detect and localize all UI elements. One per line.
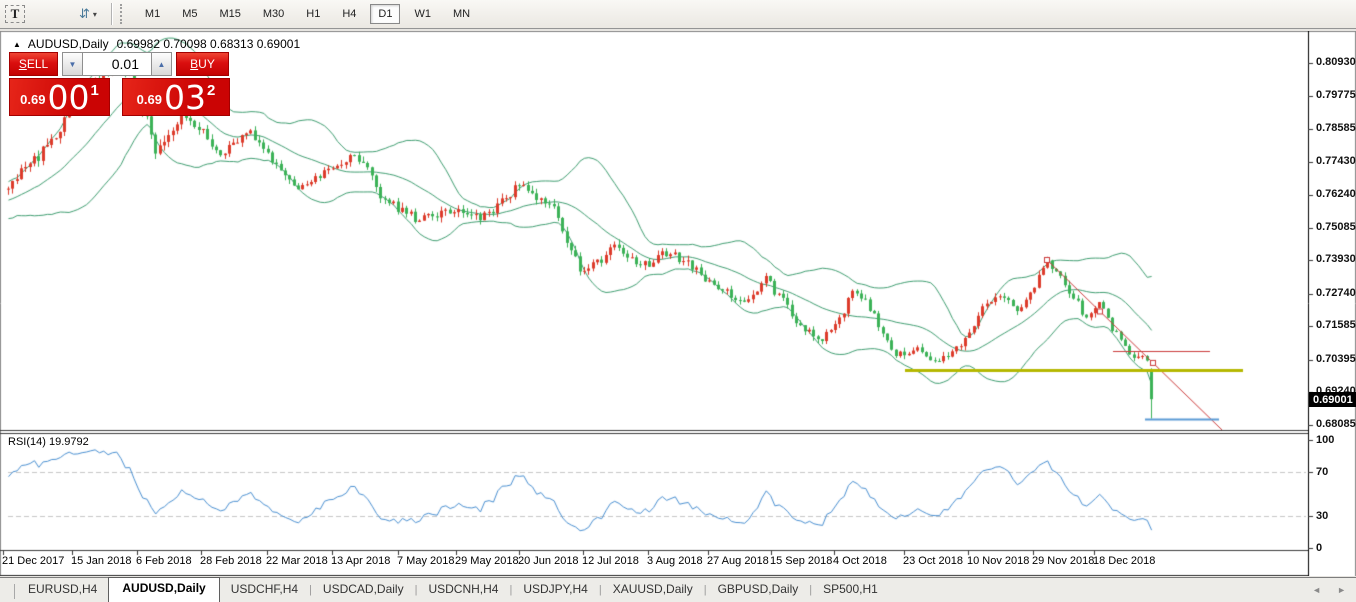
sell-price-big: 00 [47,78,90,117]
volume-down-button[interactable]: ▼ [62,52,83,76]
chart-style-button[interactable]: ⇵ ▾ [75,4,101,24]
sell-price-prefix: 0.69 [20,92,46,107]
timeframe-button-MN[interactable]: MN [452,8,471,20]
date-axis-label: 7 May 2018 [397,555,455,567]
date-axis-label: 4 Oct 2018 [833,555,887,567]
chart-tab-SP500-H1[interactable]: SP500,H1 [823,582,878,596]
chart-tab-GBPUSD-Daily[interactable]: GBPUSD,Daily [717,582,799,596]
tab-scroll-buttons: ◄ ► [1312,585,1346,602]
text-tool-button[interactable]: T [5,5,25,23]
style-arrows-icon: ⇵ [79,6,90,21]
date-axis-label: 23 Oct 2018 [903,555,963,567]
timeframe-button-D1[interactable]: D1 [370,4,401,24]
date-axis-label: 20 Jun 2018 [518,555,579,567]
date-axis-label: 13 Apr 2018 [331,555,391,567]
timeframe-button-H4[interactable]: H4 [342,8,357,20]
price-axis-label: 0.68085 [1316,418,1356,430]
chart-tab-USDJPY-H4[interactable]: USDJPY,H4 [523,582,588,596]
price-chart-canvas[interactable] [0,31,1356,576]
timeframe-group: M1 M5 M15 M30 H1 H4 D1 W1 MN [134,4,481,24]
rsi-axis-label: 0 [1316,542,1323,554]
chart-tab-USDCHF-H4[interactable]: USDCHF,H4 [230,582,299,596]
tab-separator: | [703,584,707,596]
tab-separator: | [809,584,813,596]
price-axis-label: 0.80930 [1316,56,1356,68]
price-axis-label: 0.79775 [1316,88,1356,101]
toolbar-grip[interactable] [119,4,124,24]
collapse-panel-icon[interactable]: ▲ [13,40,21,49]
date-axis-label: 18 Dec 2018 [1093,555,1156,567]
tab-scroll-right-icon[interactable]: ► [1337,585,1346,595]
date-axis-label: 12 Jul 2018 [582,555,639,567]
date-axis-label: 27 Aug 2018 [707,555,769,567]
chevron-down-icon: ▾ [92,9,97,19]
date-axis-label: 29 May 2018 [455,555,519,567]
date-axis-label: 29 Nov 2018 [1032,555,1095,567]
timeframe-button-M30[interactable]: M30 [262,8,285,20]
rsi-indicator-label: RSI(14) 19.9792 [8,436,89,448]
chart-ohlc-values: 0.69982 0.70098 0.68313 0.69001 [116,37,301,51]
chart-tab-EURUSD-H4[interactable]: EURUSD,H4 [28,582,98,596]
price-axis-label: 0.70395 [1316,352,1356,365]
buy-price-pipette: 2 [206,82,216,99]
tab-separator: | [414,584,418,596]
rsi-axis-label: 30 [1316,509,1329,522]
chart-tab-USDCNH-H4[interactable]: USDCNH,H4 [428,582,499,596]
rsi-axis-label: 100 [1316,434,1335,446]
chart-tabs: EURUSD,H4 AUDUSD,Daily USDCHF,H4 | USDCAD,Da… [17,577,889,602]
buy-price-tile[interactable]: 0.69 03 2 [122,78,230,116]
price-axis-label: 0.71585 [1316,319,1356,332]
chart-title: ▲ AUDUSD,Daily 0.69982 0.70098 0.68313 0.6… [13,37,300,51]
tab-stub[interactable] [3,584,15,599]
timeframe-button-M1[interactable]: M1 [144,8,161,20]
date-axis-label: 21 Dec 2017 [2,555,65,567]
chart-tab-XAUUSD-Daily[interactable]: XAUUSD,Daily [612,582,693,596]
sell-price-pipette: 1 [90,82,99,99]
price-axis-label: 0.75085 [1316,220,1356,233]
date-axis-label: 10 Nov 2018 [967,555,1030,567]
rsi-axis-label: 70 [1316,466,1329,479]
date-axis-label: 3 Aug 2018 [647,555,703,567]
price-axis-label: 0.76240 [1316,188,1356,201]
volume-stepper: ▼ ▲ [62,52,172,76]
volume-input[interactable] [83,52,151,76]
timeframe-button-M15[interactable]: M15 [219,8,241,20]
date-axis-label: 22 Mar 2018 [266,555,328,567]
chart-tab-bar: EURUSD,H4 AUDUSD,Daily USDCHF,H4 | USDCAD,Da… [0,577,1356,602]
date-axis-label: 15 Sep 2018 [770,555,833,567]
sell-price-tile[interactable]: 0.69 00 1 [9,78,110,116]
timeframe-button-W1[interactable]: W1 [414,8,431,20]
buy-price-prefix: 0.69 [136,92,162,107]
current-price-tag: 0.69001 [1309,392,1356,407]
chart-window: ▲ AUDUSD,Daily 0.69982 0.70098 0.68313 0.6… [0,31,1356,576]
tab-scroll-left-icon[interactable]: ◄ [1312,585,1322,595]
chart-tab-USDCAD-Daily[interactable]: USDCAD,Daily [322,582,404,596]
tab-separator: | [598,584,602,596]
price-axis-label: 0.77430 [1316,154,1356,167]
chart-tab-AUDUSD-Daily[interactable]: AUDUSD,Daily [108,577,220,602]
timeframe-button-H1[interactable]: H1 [306,8,321,20]
price-axis-label: 0.73930 [1316,253,1356,266]
tab-separator: | [509,584,513,596]
buy-button[interactable]: B UY [176,52,229,76]
date-axis-label: 15 Jan 2018 [71,555,132,567]
date-axis-label: 6 Feb 2018 [136,555,192,567]
chart-symbol-label: AUDUSD,Daily [27,37,109,51]
price-axis-label: 0.78585 [1316,122,1356,135]
sell-button[interactable]: S ELL [9,52,58,76]
toolbar-separator [110,3,112,25]
timeframe-button-M5[interactable]: M5 [182,8,198,20]
tab-separator: | [309,584,312,596]
price-axis-label: 0.72740 [1316,286,1356,299]
volume-up-button[interactable]: ▲ [151,52,172,76]
toolbar: T ⇵ ▾ M1 M5 M15 M30 H1 H4 D1 W1 MN [0,0,1356,29]
buy-price-big: 03 [163,78,206,117]
date-axis-label: 28 Feb 2018 [200,555,262,567]
